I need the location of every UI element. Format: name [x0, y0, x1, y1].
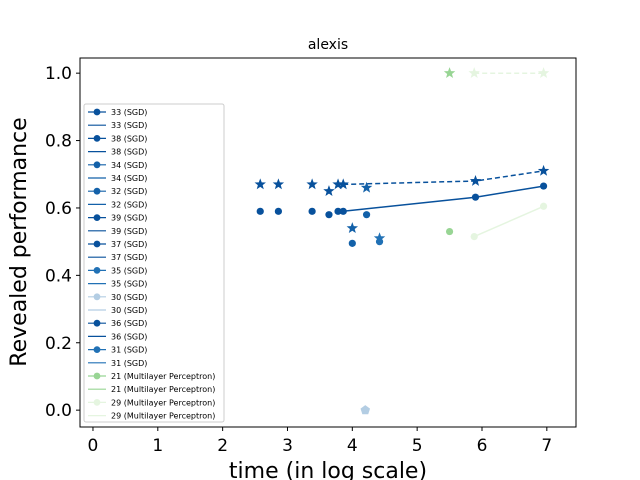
data-point-star [373, 232, 386, 244]
data-point-circle [539, 202, 548, 210]
y-tick-label: 1.0 [45, 64, 72, 84]
data-point-circle [445, 227, 454, 236]
legend-marker-swatch [93, 319, 101, 327]
legend-label: 32 (SGD) [111, 187, 147, 196]
data-point-star [254, 178, 266, 190]
x-axis-label: time (in log scale) [229, 459, 427, 480]
legend-label: 39 (SGD) [111, 227, 147, 236]
legend-label: 21 (Multilayer Perceptron) [111, 385, 215, 394]
chart-title: alexis [308, 37, 348, 53]
x-tick-label: 4 [347, 436, 358, 456]
x-tick-label: 3 [282, 436, 293, 456]
legend-label: 31 (SGD) [111, 359, 147, 368]
data-point-circle [308, 207, 316, 215]
legend-label: 37 (SGD) [111, 253, 147, 262]
data-point-star [360, 181, 373, 193]
y-tick-label: 0.0 [45, 401, 72, 421]
data-point-star [537, 67, 550, 79]
data-point-star [346, 222, 359, 234]
data-point-circle [339, 207, 347, 215]
x-tick-label: 7 [541, 436, 552, 456]
x-tick-label: 1 [152, 436, 163, 456]
legend-marker-swatch [93, 108, 101, 116]
legend-label: 30 (SGD) [111, 306, 147, 315]
data-point-circle [325, 211, 333, 219]
legend-marker-swatch [93, 161, 101, 169]
data-point-star [306, 178, 318, 190]
y-axis-label: Revealed performance [7, 117, 32, 366]
legend-label: 35 (SGD) [111, 280, 147, 289]
legend-label: 33 (SGD) [111, 121, 147, 130]
legend-label: 30 (SGD) [111, 293, 147, 302]
y-tick-label: 0.2 [45, 334, 72, 354]
data-point-star [443, 67, 456, 79]
legend-label: 29 (Multilayer Perceptron) [111, 412, 215, 421]
legend-marker-swatch [93, 135, 101, 142]
legend-label: 36 (SGD) [111, 319, 147, 328]
legend-label: 36 (SGD) [111, 332, 147, 341]
legend-marker-swatch [93, 240, 101, 248]
plot-frame [79, 57, 577, 428]
data-point-circle [362, 211, 371, 219]
series-line [473, 205, 544, 238]
legend-box [83, 103, 225, 423]
data-point-circle [539, 182, 548, 190]
data-point-star [332, 178, 344, 190]
legend-label: 38 (SGD) [111, 134, 147, 143]
data-point-star [537, 164, 550, 176]
legend-label: 33 (SGD) [111, 108, 147, 117]
data-point-pentagon [360, 405, 371, 415]
y-tick-label: 0.8 [45, 132, 72, 152]
data-point-circle [470, 233, 478, 241]
legend-label: 32 (SGD) [111, 200, 147, 209]
data-point-circle [471, 193, 480, 201]
legend-marker-swatch [93, 399, 101, 406]
data-point-star [272, 178, 285, 190]
legend: 33 (SGD) 33 (SGD) 38 (SGD) 38 (SGD) 34 (SGD)… [83, 103, 225, 423]
legend-label: 39 (SGD) [111, 214, 147, 223]
data-point-star [323, 185, 335, 196]
x-tick-label: 6 [477, 436, 488, 456]
data-point-star [337, 178, 349, 190]
legend-marker-swatch [93, 187, 101, 195]
x-tick-label: 0 [88, 436, 99, 456]
data-point-circle [334, 207, 342, 215]
data-point-star [468, 67, 480, 79]
data-point-circle [274, 207, 282, 215]
x-tick-label: 5 [412, 436, 423, 456]
legend-marker-swatch [93, 372, 101, 380]
x-tick-label: 2 [217, 436, 228, 456]
legend-marker-swatch [93, 346, 101, 353]
data-point-circle [256, 207, 264, 215]
legend-label: 34 (SGD) [111, 161, 147, 170]
legend-label: 21 (Multilayer Perceptron) [111, 372, 215, 381]
legend-marker-swatch [93, 214, 101, 222]
y-tick-label: 0.6 [45, 199, 72, 219]
data-point-circle [348, 239, 356, 247]
legend-marker-swatch [93, 267, 101, 274]
y-tick-label: 0.4 [45, 266, 72, 286]
legend-label: 37 (SGD) [111, 240, 147, 249]
legend-label: 34 (SGD) [111, 174, 147, 183]
legend-label: 29 (Multilayer Perceptron) [111, 398, 215, 407]
legend-label: 38 (SGD) [111, 148, 147, 157]
legend-label: 31 (SGD) [111, 346, 147, 355]
legend-marker-swatch [93, 293, 101, 301]
legend-label: 35 (SGD) [111, 266, 147, 275]
data-point-star [469, 175, 482, 186]
